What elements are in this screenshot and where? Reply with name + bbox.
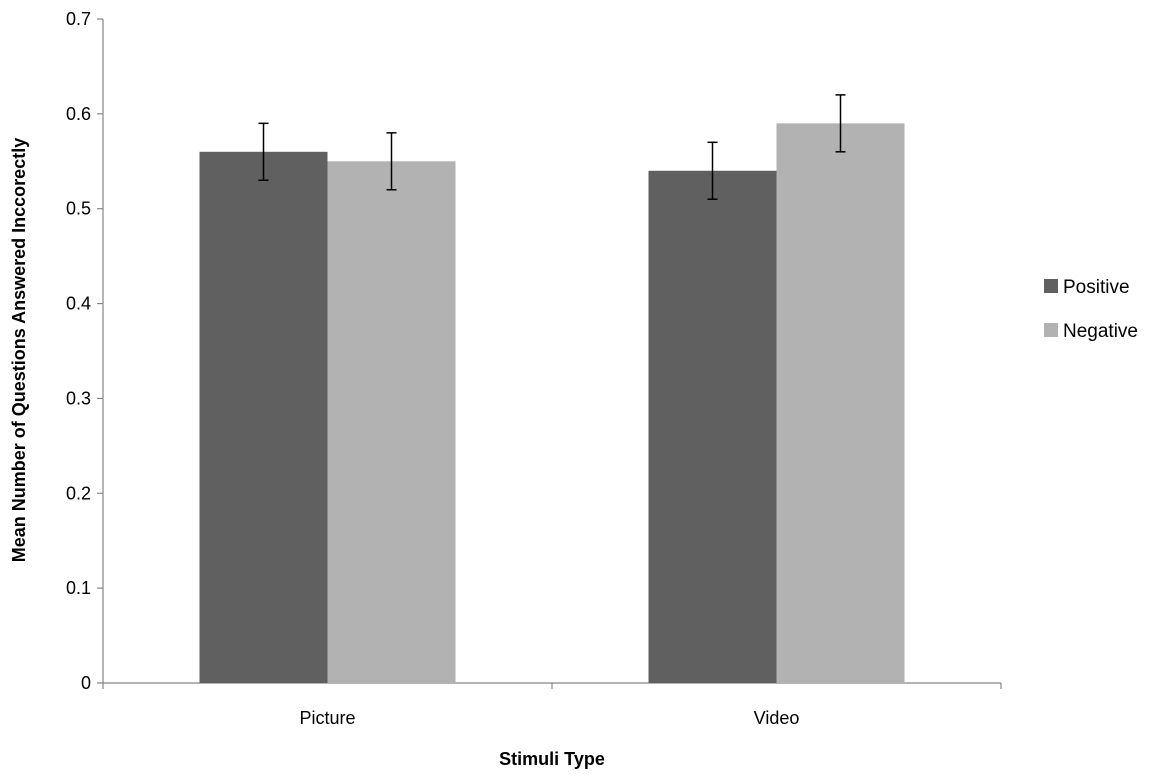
x-category-label: Video	[754, 708, 800, 728]
y-tick-label: 0	[81, 673, 91, 693]
bar-negative-picture	[327, 161, 456, 684]
y-tick-label: 0.2	[66, 483, 91, 503]
legend-label-positive: Positive	[1063, 277, 1130, 298]
y-tick-label: 0.7	[66, 9, 91, 29]
x-axis-title: Stimuli Type	[499, 749, 605, 769]
y-tick-label: 0.5	[66, 199, 91, 219]
y-tick-label: 0.1	[66, 578, 91, 598]
error-bars	[258, 94, 846, 200]
x-category-label: Picture	[299, 708, 355, 728]
bar-negative-video	[776, 123, 905, 684]
legend-swatch-negative	[1044, 323, 1058, 337]
bars	[199, 123, 905, 684]
legend: Positive Negative	[1044, 277, 1138, 342]
y-axis-title: Mean Number of Questions Answered Inccor…	[9, 138, 29, 562]
bar-positive-picture	[199, 151, 328, 684]
y-tick-label: 0.3	[66, 388, 91, 408]
axes: 0 0.1 0.2 0.3 0.4 0.5 0.6 0.7 Picture Video	[66, 9, 1002, 728]
bar-positive-video	[648, 170, 777, 683]
legend-label-negative: Negative	[1063, 321, 1138, 342]
legend-swatch-positive	[1044, 279, 1058, 293]
y-tick-label: 0.4	[66, 294, 91, 314]
axis-labels: Stimuli Type Mean Number of Questions An…	[9, 138, 605, 769]
y-tick-label: 0.6	[66, 104, 91, 124]
